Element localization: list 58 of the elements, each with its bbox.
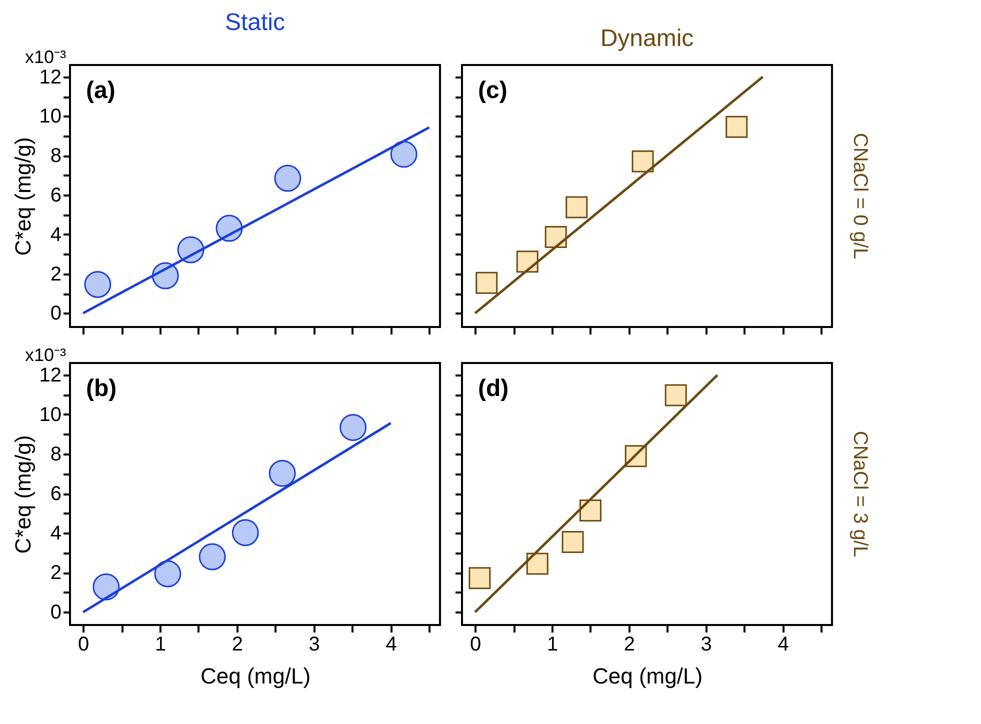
annotation: (b) <box>86 375 117 402</box>
y-tick-label: 8 <box>50 443 62 466</box>
annotation: (d) <box>478 375 509 402</box>
point <box>390 140 418 168</box>
point <box>632 150 654 172</box>
x-axis-title: Ceq (mg/L) <box>592 664 703 688</box>
point <box>664 384 687 406</box>
point <box>579 500 602 522</box>
point <box>92 573 120 600</box>
x-tick-label: 3 <box>700 634 712 656</box>
point <box>340 414 367 441</box>
point <box>516 250 538 273</box>
point <box>274 164 302 192</box>
y2-axis-title: CNaCl = 0 g/L <box>849 132 871 260</box>
y-tick-label: 6 <box>50 184 62 207</box>
y-tick-label: 0 <box>50 602 62 624</box>
x-axis-title: Ceq (mg/L) <box>200 664 311 688</box>
x-tick-label: 0 <box>470 634 482 656</box>
y-tick-label: 8 <box>50 145 62 168</box>
point <box>468 567 491 590</box>
chart-title: Dynamic <box>600 25 694 52</box>
y-tick-label: 12 <box>39 66 62 88</box>
x-tick-label: 1 <box>154 634 166 656</box>
annotation: (c) <box>478 77 508 104</box>
x-tick-label: 0 <box>78 634 90 656</box>
y-axis-title: C*eq (mg/g) <box>10 435 36 554</box>
x-tick-label: 2 <box>624 634 635 656</box>
y2-axis-title: CNaCl = 3 g/L <box>849 430 871 558</box>
y-tick-label: 2 <box>50 263 62 286</box>
y-tick-label: 6 <box>50 483 62 506</box>
y-tick-label: 12 <box>39 364 62 386</box>
point <box>726 116 748 138</box>
y-tick-label: 4 <box>50 522 62 545</box>
point <box>544 226 567 248</box>
point <box>198 543 226 570</box>
y-tick-label: 2 <box>50 562 62 584</box>
point <box>526 552 548 575</box>
x-tick-label: 4 <box>778 634 789 656</box>
point <box>268 460 296 487</box>
x-tick-label: 3 <box>308 634 320 656</box>
point <box>562 530 584 553</box>
y-tick-label: 10 <box>39 106 62 128</box>
point <box>232 519 259 546</box>
chart-title: Static <box>224 9 286 36</box>
y-axis-title: C*eq (mg/g) <box>10 137 36 256</box>
text: x10⁻³ <box>24 47 66 67</box>
text: x10⁻³ <box>24 345 66 365</box>
x-tick-label: 1 <box>546 634 558 656</box>
y-tick-label: 0 <box>50 302 62 325</box>
y-tick-label: 4 <box>50 224 62 246</box>
y-tick-label: 10 <box>39 404 62 426</box>
point <box>154 560 182 588</box>
point <box>84 270 112 298</box>
point <box>476 272 498 294</box>
point <box>566 196 588 218</box>
annotation: (a) <box>86 77 116 104</box>
x-tick-label: 2 <box>232 634 243 656</box>
x-tick-label: 4 <box>386 634 397 656</box>
